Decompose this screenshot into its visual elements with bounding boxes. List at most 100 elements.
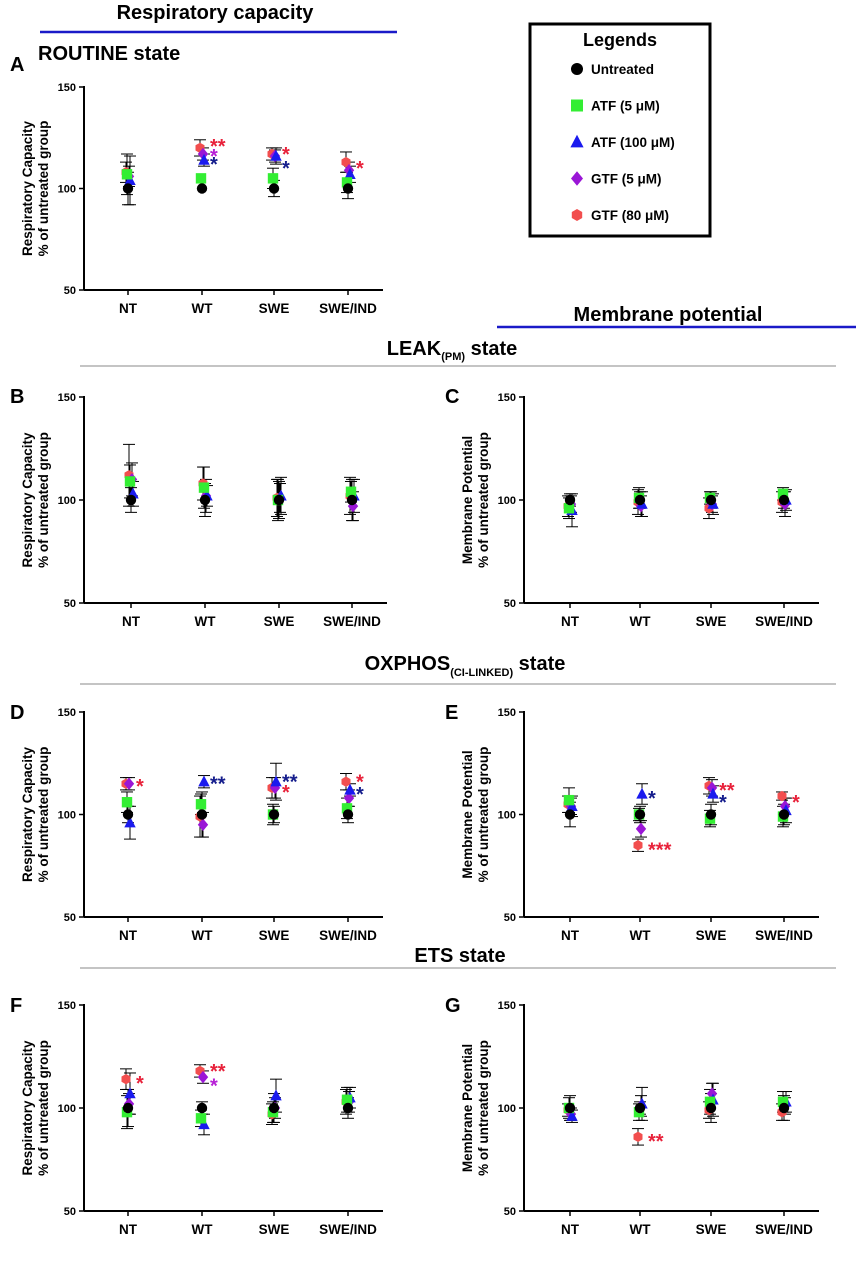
data-point-square xyxy=(341,177,353,188)
data-point-circle xyxy=(564,494,576,506)
significance-mark: * xyxy=(210,154,218,176)
significance-mark: * xyxy=(136,1073,144,1095)
significance-mark: * xyxy=(282,144,290,166)
legend-marker-circle xyxy=(571,63,583,75)
data-point-diamond xyxy=(343,791,355,805)
data-point-square xyxy=(777,1096,789,1108)
data-point-circle xyxy=(342,809,354,820)
membrane-potential-title: Membrane potential xyxy=(574,304,763,326)
data-point-triangle xyxy=(566,800,578,811)
significance-mark: * xyxy=(648,788,656,810)
y-tick-label: 100 xyxy=(498,810,516,822)
x-tick-label: WT xyxy=(192,301,214,316)
y-tick-label: 50 xyxy=(504,1206,516,1218)
legend-label: GTF (80 μM) xyxy=(591,208,669,223)
data-point-diamond xyxy=(635,822,647,836)
panel-A: A 50 100 150 Respiratory Capacity% of untrea… xyxy=(10,54,383,316)
leak-tail: state xyxy=(465,338,517,360)
data-point-square xyxy=(195,1113,207,1124)
y-tick-label: 100 xyxy=(58,184,76,196)
legend-label: GTF (5 μM) xyxy=(591,172,662,187)
data-point-square xyxy=(563,794,575,806)
significance-mark: * xyxy=(356,158,364,180)
data-point-circle xyxy=(125,494,137,506)
data-point-circle xyxy=(705,1102,717,1114)
x-tick-label: WT xyxy=(192,1222,214,1237)
data-point-triangle xyxy=(198,775,210,787)
x-tick-label: SWE/IND xyxy=(319,928,377,943)
significance-mark: ** xyxy=(282,772,298,794)
x-tick-label: WT xyxy=(630,1222,652,1237)
data-point-circle xyxy=(778,809,790,820)
data-point-circle xyxy=(564,809,576,820)
data-point-square xyxy=(704,1096,716,1108)
data-point-circle xyxy=(122,183,134,194)
y-tick-label: 100 xyxy=(498,495,516,507)
data-point-circle xyxy=(122,809,134,820)
y-axis-label-2: % of untreated group xyxy=(476,432,491,568)
panel-C: C 50 100 150 Membrane Potential% of untreate… xyxy=(445,386,819,629)
x-tick-label: WT xyxy=(630,928,652,943)
significance-mark: * xyxy=(282,782,290,804)
legend-marker-triangle xyxy=(570,134,584,148)
data-point-square xyxy=(124,476,136,487)
y-tick-label: 150 xyxy=(58,82,76,94)
data-point-circle xyxy=(778,494,790,506)
y-tick-label: 50 xyxy=(64,598,76,610)
x-tick-label: NT xyxy=(119,928,138,943)
data-point-diamond xyxy=(197,818,209,831)
panel-letter: E xyxy=(445,702,458,724)
data-point-triangle xyxy=(566,1110,578,1121)
x-tick-label: NT xyxy=(119,301,138,316)
leak-sub: (PM) xyxy=(441,351,465,363)
data-point-circle xyxy=(778,1102,790,1114)
data-point-triangle xyxy=(124,816,136,828)
y-axis-label-1: Membrane Potential xyxy=(460,1044,475,1172)
legend-title: Legends xyxy=(583,30,657,50)
x-tick-label: SWE/IND xyxy=(755,928,813,943)
panel-letter: G xyxy=(445,995,461,1017)
y-axis-label-1: Respiratory Capacity xyxy=(20,120,35,256)
significance-mark: * xyxy=(282,158,290,180)
y-axis-label-2: % of untreated group xyxy=(36,1040,51,1176)
data-point-circle xyxy=(705,494,717,506)
data-point-circle xyxy=(268,809,280,820)
data-point-triangle xyxy=(344,168,356,179)
y-axis-label-1: Membrane Potential xyxy=(460,436,475,564)
panel-letter: A xyxy=(10,54,24,76)
data-point-hexagon xyxy=(121,1073,131,1085)
x-tick-label: SWE xyxy=(259,301,290,316)
legend-label: ATF (100 μM) xyxy=(591,135,675,150)
data-point-circle xyxy=(342,183,354,194)
data-point-circle xyxy=(196,183,208,194)
y-tick-label: 100 xyxy=(58,495,76,507)
panel-letter: B xyxy=(10,386,24,408)
significance-mark: * xyxy=(136,776,144,798)
x-tick-label: SWE/IND xyxy=(755,1222,813,1237)
y-tick-label: 100 xyxy=(58,810,76,822)
legend-label: ATF (5 μM) xyxy=(591,99,660,114)
significance-mark: * xyxy=(792,792,800,814)
data-point-triangle xyxy=(270,149,282,161)
y-tick-label: 150 xyxy=(498,1000,516,1012)
x-tick-label: NT xyxy=(122,614,141,629)
data-point-circle xyxy=(705,809,717,820)
panel-D: D 50 100 150 Respiratory Capacity% of untrea… xyxy=(10,702,383,943)
data-point-circle xyxy=(268,1102,280,1114)
data-point-square xyxy=(341,1094,353,1105)
data-point-triangle xyxy=(344,783,356,795)
data-point-square xyxy=(777,488,789,500)
legend-marker-square xyxy=(571,99,583,112)
data-point-circle xyxy=(199,494,211,506)
data-point-square xyxy=(341,803,353,814)
significance-mark: * xyxy=(356,772,364,794)
data-point-triangle xyxy=(124,174,136,186)
data-point-square xyxy=(563,503,575,514)
x-tick-label: SWE xyxy=(696,614,727,629)
y-axis-label-2: % of untreated group xyxy=(476,1040,491,1176)
x-tick-label: SWE/IND xyxy=(319,301,377,316)
legend-marker-hexagon xyxy=(571,209,583,221)
x-tick-label: WT xyxy=(192,928,214,943)
x-tick-label: SWE/IND xyxy=(755,614,813,629)
